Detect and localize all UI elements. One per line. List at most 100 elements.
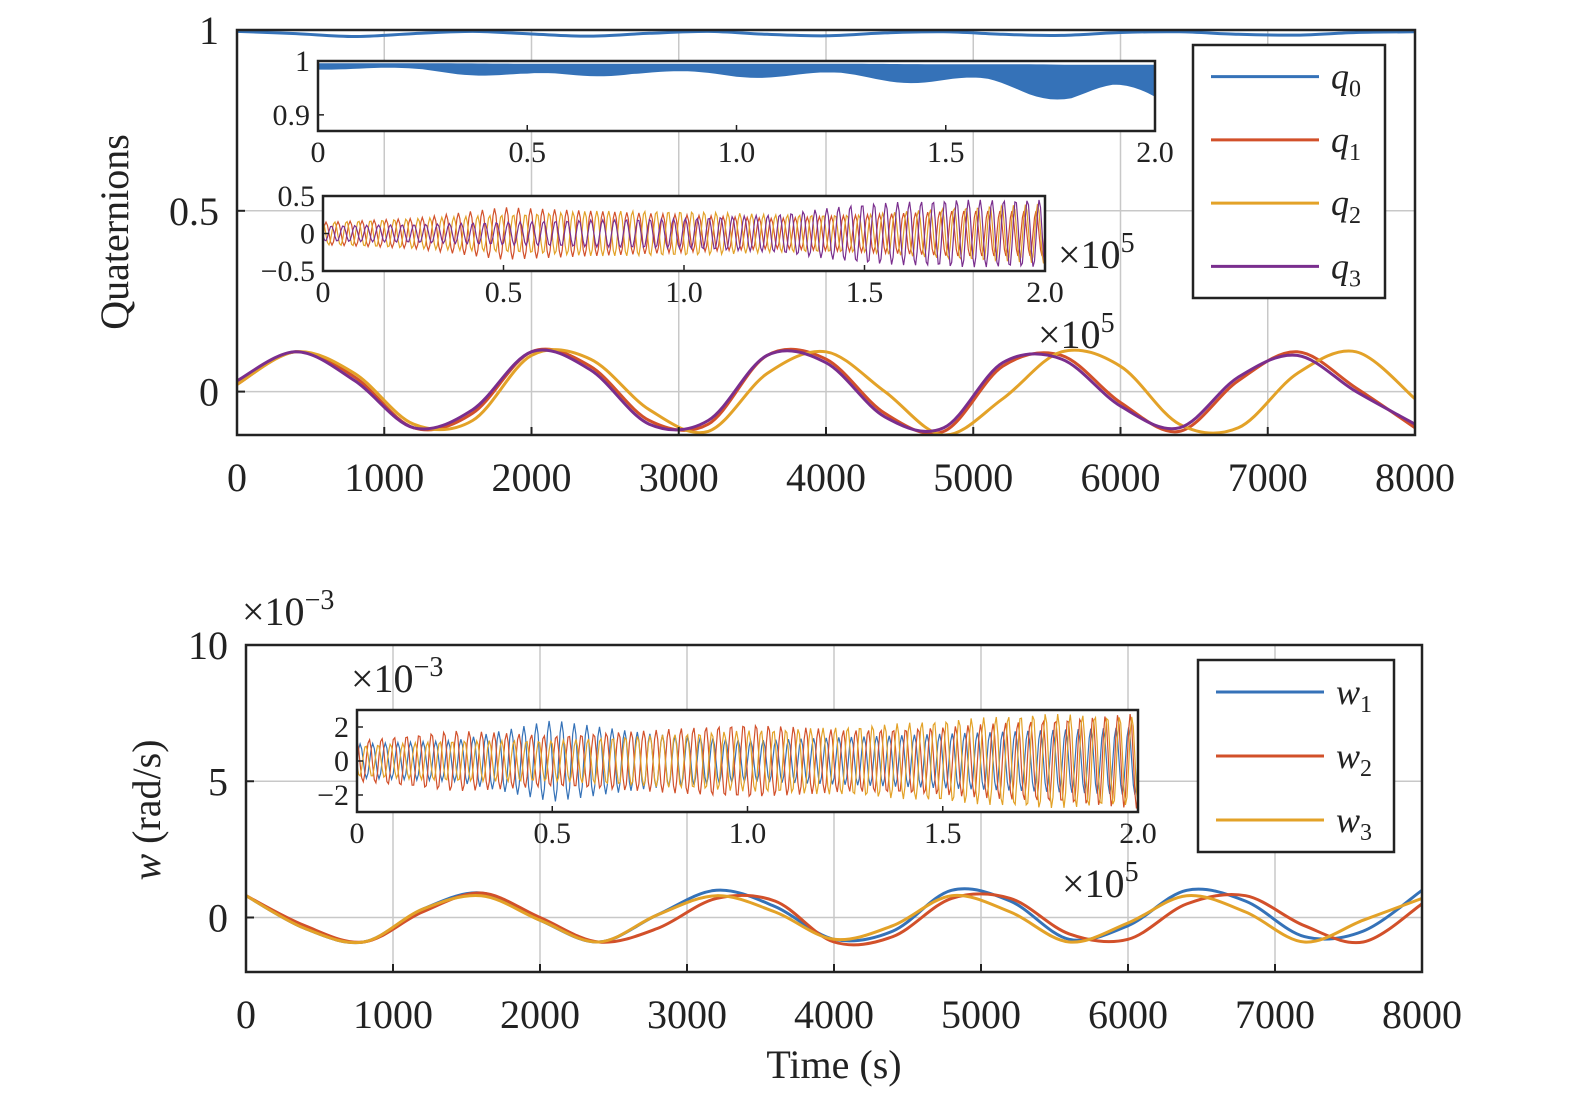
inset-series-w2 [357,714,1138,809]
inset-x-tick-label: 2.0 [1136,136,1174,169]
inset-y-tick-label: 1 [295,45,310,78]
chart-panel-0: 0 1000 2000 3000 4000 5000 6000 7000 800000.51Qu… [92,8,1455,500]
x-tick-label: 7000 [1228,455,1308,500]
inset-y-tick-label: 0 [334,745,349,778]
x-tick-label: 0 [236,992,256,1037]
inset-x-tick-label: 2.0 [1119,817,1157,850]
inset-x-multiplier: ×105 [1038,308,1115,357]
inset-y-multiplier-base: ×10 [351,656,414,701]
y-axis-label: Quaternions [92,134,137,330]
y-multiplier-base: ×10 [242,589,305,634]
x-tick-label: 0 [227,455,247,500]
x-tick-label: 2000 [500,992,580,1037]
legend-entry-name: q [1331,183,1349,223]
inset-series-w3 [357,714,1138,808]
y-tick-label: 0.5 [169,189,219,234]
x-tick-label: 1000 [344,455,424,500]
inset-series-q0 [318,63,1155,100]
legend-entry: w3 [1336,800,1372,846]
legend-box [1191,43,1387,300]
series-line-w3 [246,893,1422,945]
inset-x-tick-label: 1.0 [718,136,756,169]
inset-x-tick-label: 0 [316,276,331,309]
inset-y-multiplier-exp: −3 [414,652,444,683]
inset-y-tick-label: −0.5 [261,255,315,288]
inset-series-q2 [323,203,1045,264]
inset-1-0: 0 0.5 1.0 1.5 2.020−2×105×10−3 [317,652,1157,906]
y-axis-var: w [124,854,169,881]
legend-entry-subscript: 2 [1349,203,1361,229]
legend-entry-subscript: 1 [1349,140,1361,166]
legend-entry-name: w [1336,736,1360,776]
legend-entry-name: w [1336,672,1360,712]
inset-x-multiplier-base: ×10 [1038,312,1101,357]
legend-entry: q0 [1331,57,1361,103]
x-tick-label: 5000 [941,992,1021,1037]
inset-x-tick-label: 1.5 [846,276,884,309]
inset-series-w1 [357,720,1138,802]
x-tick-label: 2000 [492,455,572,500]
x-tick-label: 3000 [647,992,727,1037]
inset-x-multiplier-exp: 5 [1125,857,1139,888]
inset-0-0: 0 0.5 1.0 1.5 2.0 0.9 1 ×105 [273,45,1174,277]
x-tick-label: 6000 [1081,455,1161,500]
y-multiplier-exp: −3 [305,585,335,616]
series-line-q0 [237,30,1415,38]
inset-0-1: 0 0.5 1.0 1.5 2.00.50−0.5×105 [261,180,1115,357]
x-tick-label: 5000 [933,455,1013,500]
inset-x-tick-label: 0 [311,136,326,169]
y-axis-unit: (rad/s) [124,739,169,853]
x-tick-label: 8000 [1375,455,1455,500]
inset-x-tick-label: 1.5 [924,817,962,850]
series-line-q3 [237,348,1415,433]
legend-entry: q2 [1331,183,1361,229]
inset-y-multiplier: ×10−3 [351,652,443,701]
inset-x-multiplier-exp: 5 [1101,308,1115,339]
legend-entry-subscript: 3 [1349,266,1361,292]
y-tick-label: 0 [208,896,228,941]
series-line-q2 [237,348,1415,435]
y-tick-label: 10 [188,623,228,668]
legend-entry: w2 [1336,736,1372,782]
legend-entry-name: q [1331,120,1349,160]
y-axis-label: w (rad/s) [124,739,169,880]
inset-y-tick-label: 2 [334,711,349,744]
y-tick-label: 5 [208,759,228,804]
inset-series-q3 [323,199,1045,268]
legend-entry-subscript: 2 [1360,756,1372,782]
inset-y-tick-label: −2 [317,779,349,812]
legend-entry-subscript: 3 [1360,820,1372,846]
inset-x-tick-label: 1.5 [927,136,965,169]
inset-x-multiplier-base: ×10 [1058,232,1121,277]
inset-y-tick-label: 0.9 [273,99,311,132]
x-tick-label: 8000 [1382,992,1462,1037]
inset-x-tick-label: 1.0 [729,817,767,850]
y-multiplier: ×10−3 [242,585,334,634]
inset-y-tick-label: 0.5 [278,180,316,213]
y-tick-label: 0 [199,370,219,415]
legend-entry-subscript: 0 [1349,77,1361,103]
x-tick-label: 4000 [786,455,866,500]
x-tick-label: 4000 [794,992,874,1037]
y-tick-label: 1 [199,8,219,53]
inset-x-multiplier-exp: 5 [1121,228,1135,259]
x-tick-label: 7000 [1235,992,1315,1037]
inset-x-multiplier: ×105 [1062,857,1139,906]
inset-x-tick-label: 2.0 [1026,276,1064,309]
legend-entry-name: q [1331,246,1349,286]
inset-x-multiplier: ×105 [1058,228,1135,277]
legend-entry: q3 [1331,246,1361,292]
inset-x-tick-label: 0.5 [534,817,572,850]
inset-x-tick-label: 0.5 [485,276,523,309]
x-tick-label: 6000 [1088,992,1168,1037]
inset-x-multiplier-base: ×10 [1062,861,1125,906]
legend-entry-name: w [1336,800,1360,840]
x-tick-label: 3000 [639,455,719,500]
legend-entry-subscript: 1 [1360,692,1372,718]
legend-entry: q1 [1331,120,1361,166]
legend-entry-name: q [1331,57,1349,97]
